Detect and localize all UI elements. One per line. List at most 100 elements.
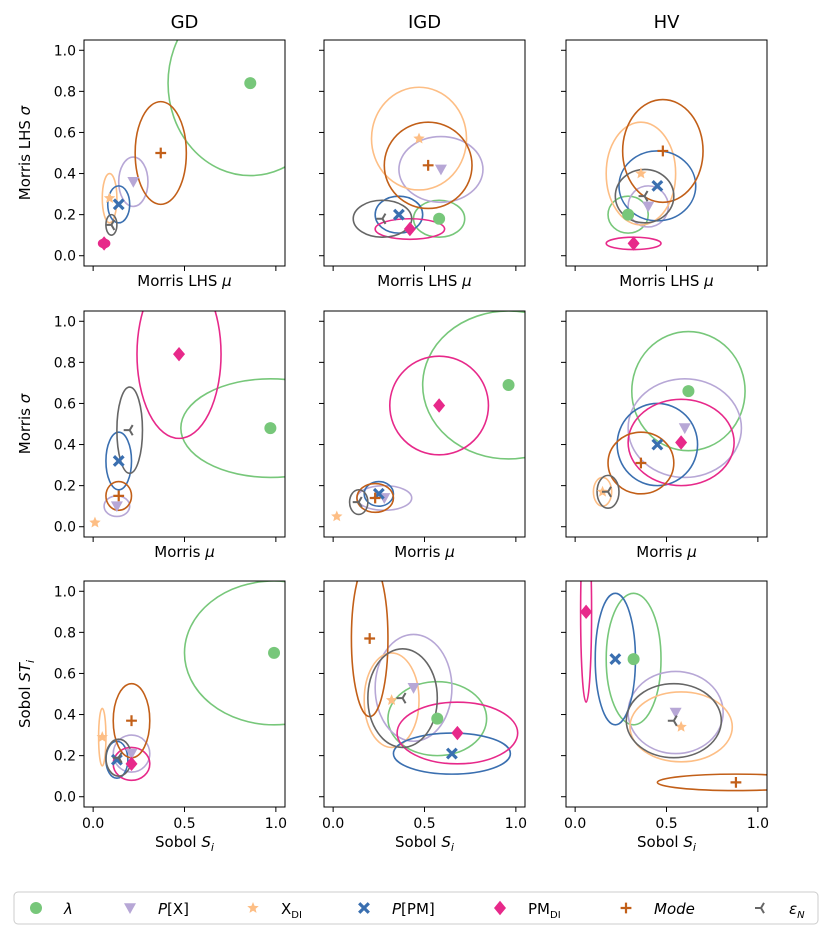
legend-frame — [13, 891, 819, 925]
point-pmdi — [403, 221, 416, 237]
ellipse-pmdi — [136, 311, 222, 440]
point-lambda — [431, 712, 444, 725]
ellipse-xdi — [629, 691, 734, 763]
legend-marker-xdi — [247, 902, 259, 913]
point-mode — [113, 490, 125, 502]
axes-frame — [323, 310, 526, 538]
column-title: GD — [171, 12, 199, 33]
plot-area — [579, 581, 767, 792]
legend-label: P[X] — [158, 900, 189, 918]
x-axis-label: Morris μ — [394, 543, 455, 561]
point-eps — [396, 692, 407, 704]
point-px — [434, 164, 447, 176]
panel: Morris μ — [319, 310, 526, 561]
plot-area — [350, 581, 519, 775]
axes-frame — [565, 39, 768, 267]
legend-item-pmdi: PMDI — [494, 900, 561, 921]
point-eps — [352, 496, 363, 508]
x-axis-label-text: Morris LHS — [619, 272, 704, 290]
x-axis-label: Morris μ — [636, 543, 697, 561]
y-tick-label: 0.8 — [54, 625, 76, 641]
x-axis-label-symbol: S — [201, 833, 211, 851]
legend-label-sub: DI — [291, 910, 302, 921]
panel: 0.0 0.2 0.4 0.6 0.8 1.0 0.0 0.5 1.0 Sobol Si — [54, 580, 287, 854]
legend-label: λ — [63, 900, 73, 918]
legend-label-main: PM — [528, 900, 550, 918]
x-axis-label: Sobol Si — [155, 833, 214, 854]
plot-area — [592, 330, 746, 510]
point-mode — [126, 715, 137, 727]
point-eps — [105, 219, 116, 231]
point-xdi — [675, 720, 687, 732]
legend-label: XDI — [281, 900, 302, 921]
ellipse-pmdi — [388, 355, 490, 456]
plot-area — [331, 311, 525, 522]
plot-area — [352, 86, 484, 241]
legend-label: P[PM] — [392, 900, 435, 918]
x-axis-label-sub: i — [451, 841, 454, 854]
point-eps — [667, 715, 678, 727]
point-lambda — [268, 646, 281, 659]
point-pmdi — [98, 236, 111, 251]
point-px — [669, 707, 682, 719]
legend-item-lambda: λ — [30, 900, 73, 918]
x-axis-label: Morris μ — [154, 543, 215, 561]
point-lambda — [244, 77, 257, 90]
legend-marker-lambda — [30, 902, 42, 914]
y-tick-label: 0.0 — [54, 249, 76, 265]
x-axis-label-text: Sobol — [155, 833, 201, 851]
y-axis-label-text: Morris LHS — [16, 115, 34, 200]
x-axis-label-symbol: μ — [204, 543, 215, 561]
panel: 0.0 0.5 1.0 Sobol Si — [319, 580, 527, 854]
y-axis-label: Morris LHS σ — [16, 105, 34, 200]
ellipse-mode — [356, 482, 395, 514]
point-pmdi — [675, 435, 688, 450]
plot-area — [96, 581, 285, 782]
ellipse-ppm — [374, 195, 424, 234]
y-tick-label: 0.8 — [54, 84, 76, 100]
ellipse-xdi — [363, 652, 420, 749]
x-axis-label-symbol: S — [441, 833, 451, 851]
panel: 0.0 0.5 1.0 Sobol Si — [561, 580, 769, 854]
legend-label-sub: N — [797, 910, 805, 921]
x-tick-label: 0.0 — [322, 816, 344, 832]
point-xdi — [635, 167, 647, 179]
point-xdi — [103, 192, 116, 204]
ellipse-lambda — [387, 680, 488, 757]
ellipse-pmdi — [396, 701, 519, 765]
ellipse-eps — [348, 488, 369, 516]
panel: 0.0 0.2 0.4 0.6 0.8 1.0 Morris LHS μ — [54, 39, 286, 290]
x-axis-label: Sobol Si — [395, 833, 454, 854]
legend-label-main: Mode — [654, 900, 695, 918]
ellipse-px — [112, 734, 151, 773]
y-axis-label: Sobol STi — [16, 660, 37, 728]
point-xdi — [385, 694, 398, 706]
point-pmdi — [451, 725, 464, 741]
legend-label-main: X — [281, 900, 291, 918]
ellipse-mode — [656, 773, 767, 792]
x-axis-label-text: Morris — [154, 543, 205, 561]
point-xdi — [89, 516, 101, 528]
point-ppm — [445, 747, 458, 760]
point-ppm — [651, 179, 664, 192]
point-px — [110, 501, 123, 513]
x-axis-label-text: Sobol — [637, 833, 683, 851]
point-mode — [635, 457, 647, 469]
legend-label-p: P — [158, 900, 168, 918]
legend-label: PMDI — [528, 900, 561, 921]
ellipse-eps — [625, 682, 723, 759]
point-mode — [364, 633, 376, 644]
point-xdi — [413, 132, 425, 144]
x-axis-label-sub: i — [693, 841, 696, 854]
axes-frame — [323, 39, 526, 267]
x-axis-label-symbol: μ — [461, 272, 472, 290]
x-axis-label-symbol: μ — [686, 543, 697, 561]
ellipse-eps — [116, 386, 144, 475]
y-tick-label: 0.6 — [54, 666, 76, 682]
ellipse-eps — [614, 168, 675, 224]
point-eps — [112, 752, 123, 764]
ellipse-px — [398, 135, 484, 204]
ellipse-pmdi — [627, 398, 735, 487]
point-px — [127, 176, 140, 188]
